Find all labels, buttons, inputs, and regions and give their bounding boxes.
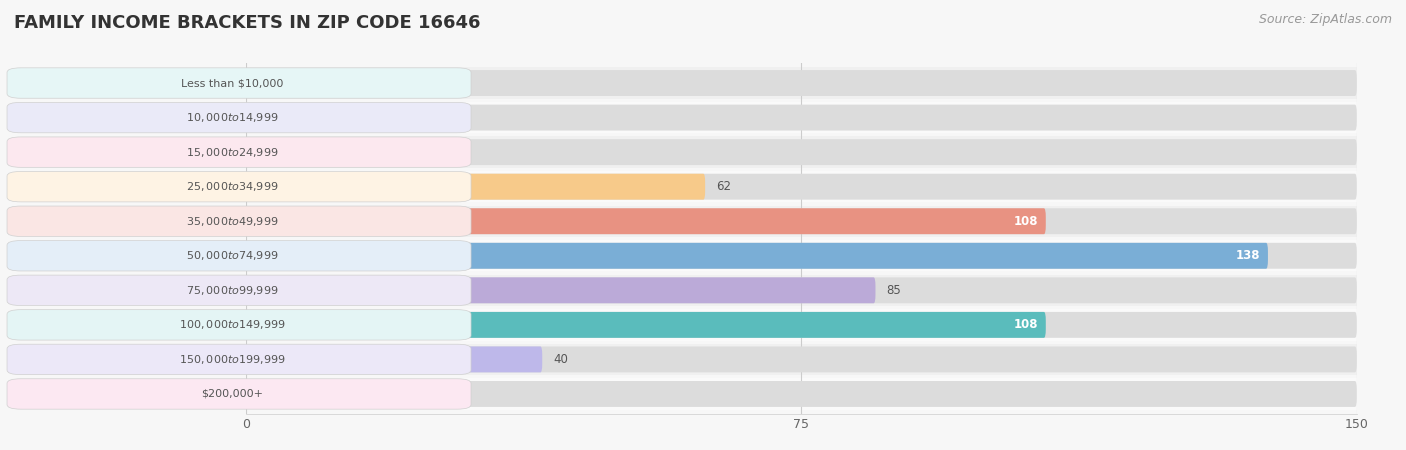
Text: 21: 21 xyxy=(413,387,427,400)
FancyBboxPatch shape xyxy=(246,346,1357,372)
FancyBboxPatch shape xyxy=(246,312,1046,338)
FancyBboxPatch shape xyxy=(246,139,1357,165)
FancyBboxPatch shape xyxy=(246,344,1357,375)
FancyBboxPatch shape xyxy=(246,70,269,96)
Text: 19: 19 xyxy=(398,146,413,159)
Text: Less than $10,000: Less than $10,000 xyxy=(181,78,283,88)
FancyBboxPatch shape xyxy=(246,274,1357,306)
Text: $200,000+: $200,000+ xyxy=(201,389,263,399)
FancyBboxPatch shape xyxy=(246,171,1357,202)
FancyBboxPatch shape xyxy=(246,206,1357,237)
FancyBboxPatch shape xyxy=(246,136,1357,168)
Text: $150,000 to $199,999: $150,000 to $199,999 xyxy=(179,353,285,366)
FancyBboxPatch shape xyxy=(246,105,269,130)
Text: 62: 62 xyxy=(716,180,731,193)
FancyBboxPatch shape xyxy=(246,381,402,407)
Text: 85: 85 xyxy=(887,284,901,297)
FancyBboxPatch shape xyxy=(246,277,1357,303)
FancyBboxPatch shape xyxy=(246,174,706,200)
FancyBboxPatch shape xyxy=(246,277,876,303)
FancyBboxPatch shape xyxy=(246,378,1357,410)
Text: 138: 138 xyxy=(1236,249,1261,262)
Text: $25,000 to $34,999: $25,000 to $34,999 xyxy=(186,180,278,193)
Text: $15,000 to $24,999: $15,000 to $24,999 xyxy=(186,146,278,159)
FancyBboxPatch shape xyxy=(246,309,1357,341)
FancyBboxPatch shape xyxy=(246,174,1357,200)
Text: $10,000 to $14,999: $10,000 to $14,999 xyxy=(186,111,278,124)
FancyBboxPatch shape xyxy=(246,68,1357,99)
FancyBboxPatch shape xyxy=(246,70,1357,96)
FancyBboxPatch shape xyxy=(246,312,1357,338)
Text: $35,000 to $49,999: $35,000 to $49,999 xyxy=(186,215,278,228)
FancyBboxPatch shape xyxy=(246,102,1357,133)
FancyBboxPatch shape xyxy=(246,240,1357,271)
Text: Source: ZipAtlas.com: Source: ZipAtlas.com xyxy=(1258,14,1392,27)
Text: 108: 108 xyxy=(1014,215,1039,228)
Text: $50,000 to $74,999: $50,000 to $74,999 xyxy=(186,249,278,262)
FancyBboxPatch shape xyxy=(246,243,1268,269)
FancyBboxPatch shape xyxy=(246,139,387,165)
FancyBboxPatch shape xyxy=(246,105,1357,130)
FancyBboxPatch shape xyxy=(246,381,1357,407)
Text: 3: 3 xyxy=(280,76,287,90)
Text: $100,000 to $149,999: $100,000 to $149,999 xyxy=(179,318,285,331)
Text: 40: 40 xyxy=(554,353,568,366)
FancyBboxPatch shape xyxy=(246,243,1357,269)
Text: 108: 108 xyxy=(1014,318,1039,331)
Text: $75,000 to $99,999: $75,000 to $99,999 xyxy=(186,284,278,297)
FancyBboxPatch shape xyxy=(246,208,1357,234)
Text: 3: 3 xyxy=(280,111,287,124)
FancyBboxPatch shape xyxy=(246,208,1046,234)
Text: FAMILY INCOME BRACKETS IN ZIP CODE 16646: FAMILY INCOME BRACKETS IN ZIP CODE 16646 xyxy=(14,14,481,32)
FancyBboxPatch shape xyxy=(246,346,543,372)
